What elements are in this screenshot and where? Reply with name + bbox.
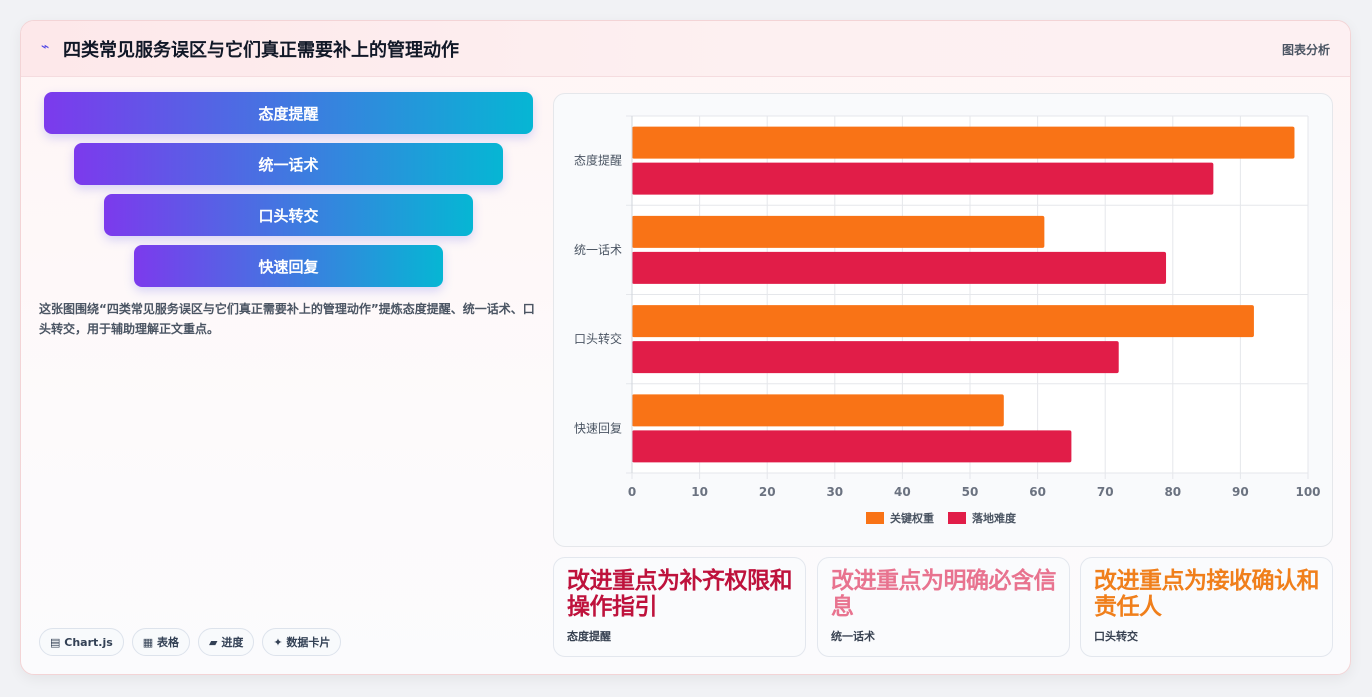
- bar-chart: 0 10 20 30 40 50 60 70 80 90 100 态度提醒统一话术口头转交快速回复关键…: [574, 115, 1321, 525]
- legend-label: 关键权重: [890, 511, 934, 525]
- kpi-value: 改进重点为补齐权限和操作指引: [567, 568, 793, 620]
- y-tick-label: 态度提醒: [574, 153, 622, 168]
- header: ⌁ 四类常见服务误区与它们真正需要补上的管理动作 图表分析: [21, 21, 1350, 77]
- sparkle-icon: ✦: [273, 635, 283, 649]
- x-tick-label: 50: [962, 485, 979, 499]
- bar-weight: [632, 126, 1295, 159]
- tag-label: Chart.js: [64, 635, 113, 649]
- kpi-label: 统一话术: [831, 630, 875, 643]
- kpi-label: 口头转交: [1094, 630, 1138, 643]
- kpi-card-3: 改进重点为接收确认和责任人 口头转交: [1080, 557, 1333, 657]
- chart-description: 这张图围绕“四类常见服务误区与它们真正需要补上的管理动作”提炼态度提醒、统一话术…: [39, 302, 535, 336]
- kpi-value: 改进重点为明确必含信息: [831, 568, 1057, 620]
- tag-table[interactable]: ▦ 表格: [131, 628, 191, 656]
- tag-list: ▤ Chart.js ▦ 表格 ▰ 进度 ✦ 数据卡片: [39, 628, 342, 656]
- funnel-step-4: 快速回复: [134, 245, 443, 287]
- funnel-step-2: 统一话术: [74, 143, 503, 185]
- x-tick-label: 40: [894, 485, 911, 499]
- chart-icon: ▤: [50, 635, 61, 649]
- kpi-card-2: 改进重点为明确必含信息 统一话术: [817, 557, 1070, 657]
- y-tick-label: 口头转交: [574, 331, 622, 346]
- legend-swatch: [948, 512, 966, 524]
- x-tick-label: 10: [691, 485, 708, 499]
- chart-analysis-label[interactable]: 图表分析: [1281, 43, 1330, 57]
- tag-label: 表格: [157, 636, 180, 649]
- chart-panel: 0 10 20 30 40 50 60 70 80 90 100 态度提醒统一话术口头转交快速回复关键…: [553, 93, 1333, 547]
- legend-swatch: [866, 512, 884, 524]
- tag-chartjs[interactable]: ▤ Chart.js: [39, 628, 124, 656]
- funnel-step-3: 口头转交: [104, 194, 473, 236]
- x-tick-label: 80: [1164, 485, 1181, 499]
- x-tick-label: 20: [759, 485, 776, 499]
- funnel-step-1: 态度提醒: [44, 92, 533, 134]
- bar-difficulty: [632, 162, 1214, 195]
- page-title: 四类常见服务误区与它们真正需要补上的管理动作: [63, 40, 459, 61]
- progress-icon: ▰: [209, 635, 218, 649]
- x-tick-label: 70: [1097, 485, 1114, 499]
- tag-progress[interactable]: ▰ 进度: [198, 628, 255, 656]
- tag-label: 数据卡片: [286, 636, 331, 649]
- kpi-value: 改进重点为接收确认和责任人: [1094, 568, 1320, 620]
- kpi-label: 态度提醒: [567, 630, 611, 643]
- bar-difficulty: [632, 430, 1072, 463]
- kpi-card-1: 改进重点为补齐权限和操作指引 态度提醒: [553, 557, 806, 657]
- x-tick-label: 0: [628, 485, 636, 499]
- tag-data-card[interactable]: ✦ 数据卡片: [262, 628, 342, 656]
- x-tick-label: 90: [1232, 485, 1249, 499]
- main-card: ⌁ 四类常见服务误区与它们真正需要补上的管理动作 图表分析 态度提醒 统一话术 …: [20, 20, 1351, 675]
- bar-weight: [632, 305, 1254, 338]
- bar-difficulty: [632, 341, 1119, 374]
- bar-weight: [632, 215, 1045, 248]
- legend-label: 落地难度: [972, 511, 1017, 525]
- y-tick-label: 快速回复: [574, 421, 622, 435]
- tag-label: 进度: [221, 636, 244, 649]
- bar-weight: [632, 394, 1004, 427]
- x-tick-label: 60: [1029, 485, 1046, 499]
- x-tick-label: 30: [826, 485, 843, 499]
- x-tick-label: 100: [1295, 485, 1320, 499]
- bar-difficulty: [632, 251, 1167, 284]
- table-icon: ▦: [142, 635, 154, 649]
- lightning-icon: ⌁: [41, 39, 50, 55]
- y-tick-label: 统一话术: [574, 243, 622, 257]
